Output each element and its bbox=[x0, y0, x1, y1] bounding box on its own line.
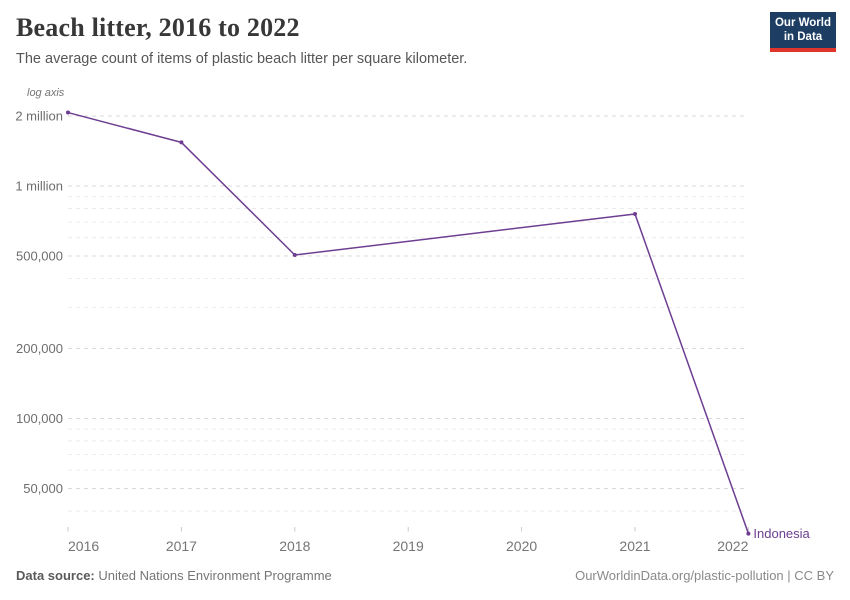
data-point[interactable] bbox=[633, 211, 637, 216]
x-axis-label: 2022 bbox=[717, 538, 748, 554]
footer: Data source: United Nations Environment … bbox=[16, 568, 834, 583]
y-axis-label: 1 million bbox=[15, 179, 63, 194]
page-title: Beach litter, 2016 to 2022 bbox=[16, 13, 300, 42]
data-source: Data source: United Nations Environment … bbox=[16, 568, 332, 583]
x-axis-label: 2021 bbox=[619, 538, 650, 554]
logo-text-line2: in Data bbox=[783, 30, 823, 43]
owid-logo[interactable]: Our World in Data bbox=[770, 12, 836, 52]
credit-link[interactable]: OurWorldinData.org/plastic-pollution | C… bbox=[575, 568, 834, 583]
x-axis-label: 2019 bbox=[393, 538, 424, 554]
chart-subtitle: The average count of items of plastic be… bbox=[16, 51, 468, 67]
y-axis-label: 200,000 bbox=[16, 341, 63, 356]
y-axis-label: 100,000 bbox=[16, 411, 63, 426]
data-source-label: Data source: bbox=[16, 568, 95, 583]
x-axis-label: 2017 bbox=[166, 538, 197, 554]
data-point[interactable] bbox=[746, 531, 751, 536]
data-source-value: United Nations Environment Programme bbox=[98, 568, 332, 583]
x-axis-label: 2020 bbox=[506, 538, 537, 554]
y-axis-label: 50,000 bbox=[23, 481, 63, 496]
log-axis-note: log axis bbox=[27, 87, 65, 99]
series-label[interactable]: Indonesia bbox=[753, 526, 810, 541]
y-axis-label: 500,000 bbox=[16, 249, 63, 264]
x-axis-label: 2016 bbox=[68, 538, 99, 554]
logo-text-line1: Our World bbox=[774, 17, 831, 29]
data-point[interactable] bbox=[179, 140, 184, 145]
data-point[interactable] bbox=[292, 252, 297, 257]
data-point[interactable] bbox=[66, 110, 70, 115]
x-axis-label: 2018 bbox=[279, 538, 310, 554]
y-axis-label: 2 million bbox=[15, 109, 63, 124]
